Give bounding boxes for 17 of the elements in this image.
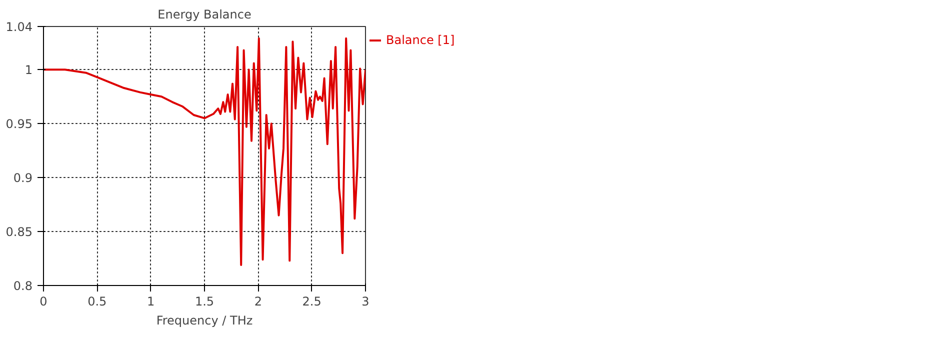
y-tick-label: 0.9	[13, 171, 33, 186]
line-series	[44, 37, 366, 266]
y-tick-label: 0.95	[6, 117, 32, 132]
y-tick-label: 0.8	[13, 279, 33, 293]
y-tick-label: 1	[24, 63, 33, 78]
x-tick-label: 2.5	[302, 294, 322, 308]
x-axis-title: Frequency / THz	[156, 314, 253, 328]
x-tick-label: 1.5	[194, 294, 214, 308]
legend-label: Balance [1]	[386, 33, 455, 47]
x-tick-label: 1	[147, 294, 155, 308]
x-tick-label: 2	[254, 294, 262, 308]
x-tick-label: 0	[40, 294, 48, 308]
y-tick-label: 1.04	[6, 20, 32, 34]
chart-title: Energy Balance	[158, 8, 252, 22]
y-tick-label: 0.85	[6, 225, 32, 240]
x-tick-label: 0.5	[88, 294, 107, 308]
x-tick-label: 3	[362, 294, 370, 308]
